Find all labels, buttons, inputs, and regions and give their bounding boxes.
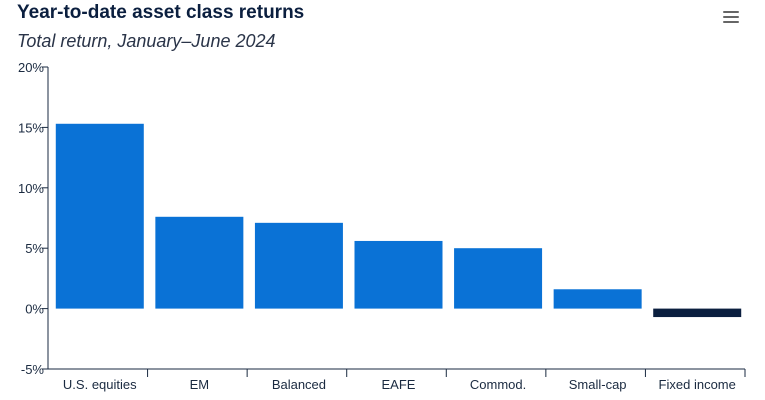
x-category-label: Balanced — [272, 377, 326, 392]
chart-title: Year-to-date asset class returns — [17, 2, 305, 23]
x-category-label: Commod. — [470, 377, 526, 392]
x-category-label: Fixed income — [659, 377, 736, 392]
bar — [254, 222, 343, 309]
bar — [653, 308, 742, 318]
x-category-label: EM — [190, 377, 210, 392]
y-tick-label: -5% — [21, 362, 45, 377]
y-tick-label: 20% — [18, 60, 44, 75]
bar — [354, 240, 443, 309]
bar — [454, 248, 543, 309]
x-category-label: Small-cap — [569, 377, 627, 392]
chart-menu-button[interactable] — [718, 6, 744, 28]
x-category-label: U.S. equities — [63, 377, 137, 392]
y-tick-label: 0% — [25, 302, 44, 317]
chart-subtitle: Total return, January–June 2024 — [17, 31, 276, 51]
bar — [55, 123, 144, 309]
y-tick-label: 15% — [18, 120, 44, 135]
y-tick-label: 10% — [18, 181, 44, 196]
x-category-label: EAFE — [382, 377, 416, 392]
y-tick-label: 5% — [25, 241, 44, 256]
bar — [155, 216, 244, 309]
bar — [553, 289, 642, 309]
